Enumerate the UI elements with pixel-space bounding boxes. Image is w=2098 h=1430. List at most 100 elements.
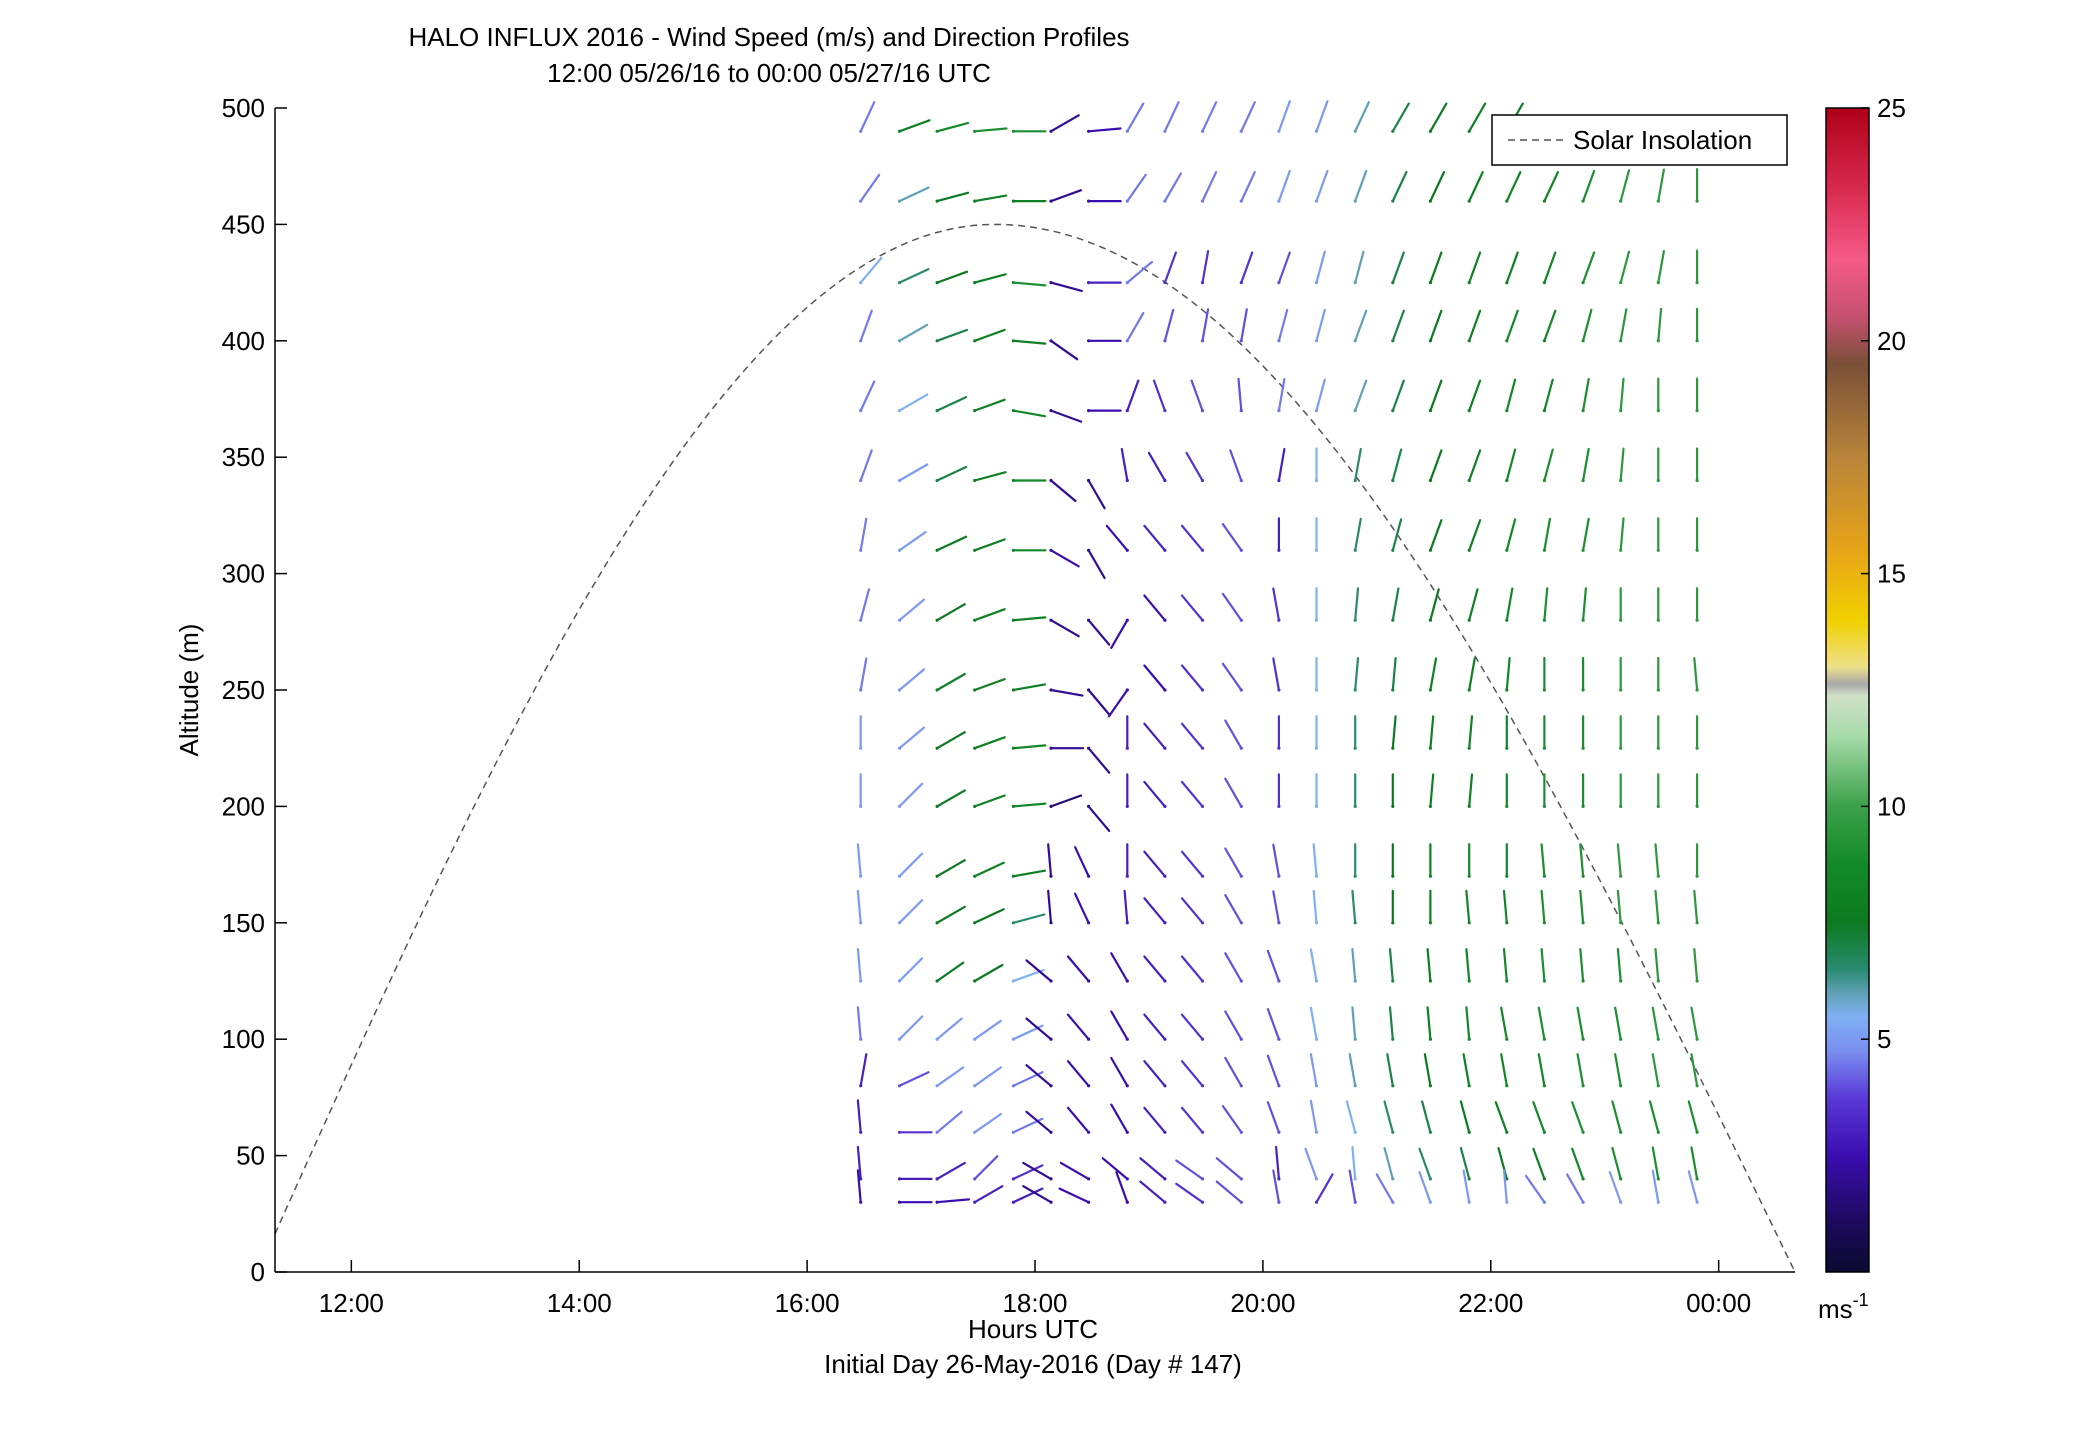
- wind-barb-anchor: [1125, 1084, 1129, 1088]
- wind-barb-anchor: [1277, 339, 1281, 343]
- wind-barb: [973, 1112, 1003, 1134]
- wind-barb-anchor: [1163, 409, 1167, 413]
- wind-barb-anchor: [1656, 688, 1660, 692]
- x-tick-label: 22:00: [1458, 1288, 1523, 1318]
- wind-barb: [1224, 777, 1243, 808]
- wind-barb: [1110, 1010, 1129, 1041]
- wind-barb: [1687, 1100, 1699, 1134]
- wind-barb-anchor: [1163, 281, 1167, 285]
- wind-barb: [1224, 847, 1243, 878]
- wind-barb-anchor: [935, 618, 939, 622]
- wind-barb-anchor: [1239, 281, 1243, 285]
- wind-barb: [973, 736, 1006, 750]
- wind-barb: [1201, 308, 1210, 342]
- wind-barb-anchor: [1200, 979, 1205, 983]
- wind-barb: [1354, 309, 1368, 342]
- wind-barb-anchor: [1428, 199, 1432, 203]
- wind-barb-anchor: [1277, 688, 1281, 692]
- wind-barb: [1087, 619, 1111, 646]
- wind-barb-anchor: [1314, 746, 1319, 750]
- wind-barb: [1224, 952, 1243, 983]
- wind-barb: [1505, 656, 1511, 692]
- wind-barb-anchor: [859, 1037, 863, 1041]
- wind-barb-anchor: [1087, 688, 1091, 692]
- wind-barb: [1616, 843, 1622, 878]
- wind-barb-anchor: [1011, 199, 1016, 203]
- wind-barb-anchor: [1391, 409, 1395, 413]
- wind-barb-anchor: [1353, 199, 1357, 203]
- wind-barb-anchor: [1428, 281, 1432, 285]
- wind-barb: [859, 517, 868, 552]
- wind-barb-anchor: [1353, 409, 1357, 413]
- wind-barb: [1107, 688, 1129, 718]
- wind-barb: [1616, 889, 1622, 924]
- wind-barb-anchor: [973, 1037, 977, 1041]
- wind-barb-anchor: [1163, 129, 1167, 133]
- wind-barb: [1022, 1185, 1053, 1204]
- wind-barb: [1312, 889, 1318, 924]
- wind-barb-anchor: [1239, 746, 1243, 750]
- wind-barb-anchor: [1353, 1130, 1357, 1134]
- wind-barb-anchor: [1314, 1200, 1319, 1204]
- wind-barb: [1383, 1146, 1394, 1181]
- colorbar-tick-label: 5: [1877, 1024, 1891, 1054]
- wind-barb-anchor: [1505, 1177, 1509, 1181]
- wind-barb: [973, 398, 1006, 412]
- wind-barb-anchor: [1353, 921, 1357, 925]
- wind-barb-anchor: [897, 1200, 902, 1204]
- wind-barb: [973, 1185, 1004, 1204]
- wind-barb-anchor: [935, 1037, 939, 1041]
- wind-barb: [1049, 409, 1083, 423]
- wind-barb: [1163, 251, 1178, 284]
- wind-barb-anchor: [973, 129, 977, 133]
- wind-barb-anchor: [1087, 548, 1091, 552]
- wind-barb: [1693, 889, 1699, 924]
- wind-barb-anchor: [1619, 1084, 1623, 1088]
- wind-barb-anchor: [935, 199, 939, 203]
- wind-barb: [1012, 409, 1047, 418]
- wind-barb: [1616, 947, 1622, 983]
- wind-barb: [1429, 102, 1448, 133]
- wind-barb-anchor: [1200, 1084, 1205, 1088]
- wind-barb: [1657, 168, 1666, 203]
- wind-barb-anchor: [859, 804, 863, 809]
- wind-barb: [935, 672, 966, 692]
- wind-barb: [898, 852, 924, 878]
- wind-barb-anchor: [1314, 979, 1319, 983]
- wind-barb: [1012, 968, 1045, 983]
- wind-barb: [1180, 524, 1204, 552]
- wind-barb-anchor: [1467, 804, 1471, 809]
- wind-barb: [1354, 587, 1360, 622]
- wind-barb: [1012, 744, 1047, 750]
- wind-barb-anchor: [935, 1084, 939, 1088]
- wind-barb: [1312, 843, 1318, 878]
- wind-barb: [898, 782, 924, 808]
- wind-barb: [1066, 955, 1090, 983]
- wind-barb-anchor: [1314, 618, 1319, 622]
- wind-barb: [1468, 102, 1487, 133]
- wind-barb-anchor: [1314, 688, 1319, 692]
- wind-barb: [1654, 889, 1660, 924]
- wind-barb-anchor: [1011, 1177, 1016, 1181]
- wind-barb-anchor: [1581, 1200, 1585, 1204]
- wind-barb-anchor: [897, 979, 902, 983]
- wind-barb: [1143, 1106, 1167, 1134]
- wind-barb: [1143, 897, 1167, 924]
- wind-barb-anchor: [1391, 199, 1395, 203]
- wind-barb-anchor: [1542, 1037, 1546, 1041]
- wind-barb-anchor: [1314, 1130, 1319, 1134]
- wind-barb: [1221, 1104, 1243, 1134]
- wind-barb-anchor: [1619, 1037, 1623, 1041]
- y-tick-label: 250: [222, 675, 265, 705]
- wind-barb: [1614, 1006, 1622, 1041]
- wind-barb: [1459, 1100, 1471, 1134]
- wind-barb-anchor: [1428, 548, 1432, 552]
- wind-barb-anchor: [973, 409, 977, 413]
- wind-barb-anchor: [1353, 618, 1357, 622]
- wind-barb: [1354, 250, 1365, 284]
- wind-barb-anchor: [1163, 746, 1167, 750]
- wind-barb-anchor: [1581, 804, 1585, 809]
- wind-barb: [1468, 773, 1474, 808]
- wind-barb-anchor: [935, 339, 939, 343]
- wind-barb-anchor: [973, 1177, 977, 1181]
